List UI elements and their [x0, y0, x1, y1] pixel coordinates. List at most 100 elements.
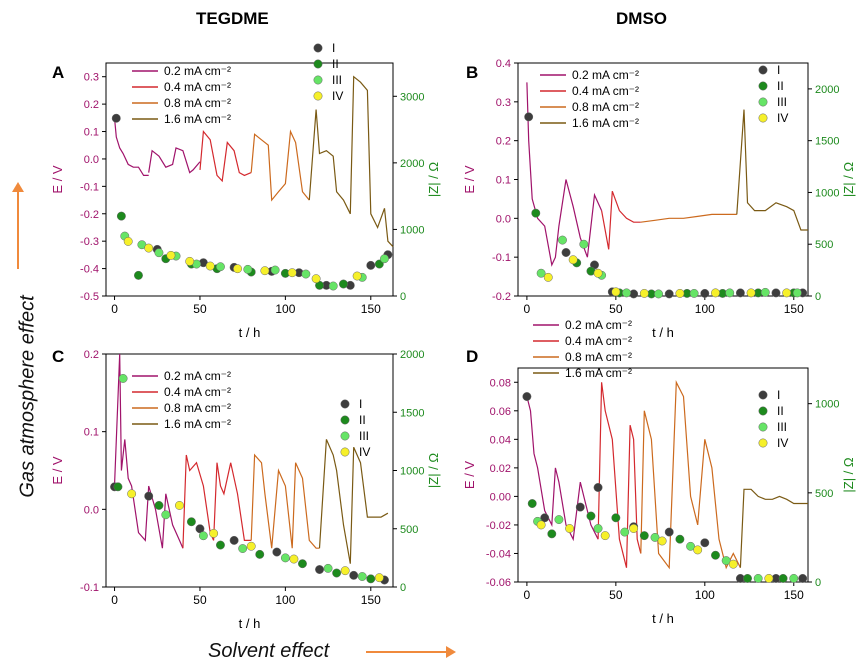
x-tick-label: 50: [609, 588, 623, 602]
impedance-point-III: [620, 527, 630, 537]
legend-line-label: 0.8 mA cm⁻²: [572, 100, 639, 114]
y-tick-label: 0.0: [84, 154, 99, 166]
y-axis-label: E / V: [50, 456, 65, 485]
x-tick-label: 0: [524, 588, 531, 602]
x-tick-label: 150: [784, 302, 804, 316]
solvent-effect-arrow-head-icon: [446, 646, 456, 658]
impedance-point-II: [186, 517, 196, 527]
impedance-point-I: [664, 289, 674, 299]
impedance-point-II: [332, 568, 342, 578]
impedance-point-II: [339, 279, 348, 289]
y-tick-label: -0.4: [80, 264, 99, 276]
impedance-point-III: [270, 265, 280, 275]
impedance-point-III: [216, 262, 225, 272]
x-tick-label: 100: [695, 302, 715, 316]
impedance-point-II: [639, 531, 649, 541]
impedance-point-II: [154, 501, 164, 510]
impedance-point-I: [700, 538, 710, 548]
potential-series-3: [739, 488, 808, 568]
impedance-point-I: [366, 260, 376, 270]
y-tick-label: -0.04: [486, 548, 511, 560]
impedance-point-IV: [175, 501, 184, 510]
impedance-point-II: [255, 549, 265, 559]
legend-point-swatch: [758, 390, 768, 400]
impedance-point-IV: [611, 287, 621, 297]
impedance-point-I: [575, 502, 585, 512]
y2-tick-label: 2000: [400, 349, 424, 361]
y-axis-label: E / V: [50, 165, 65, 194]
legend-point-swatch: [313, 91, 323, 101]
legend-point-swatch: [758, 438, 768, 448]
impedance-point-IV: [352, 271, 362, 281]
impedance-point-I: [229, 535, 239, 545]
impedance-point-II: [527, 499, 537, 508]
impedance-point-I: [664, 527, 674, 537]
y-tick-label: 0.00: [490, 491, 511, 503]
y2-tick-label: 0: [400, 582, 406, 594]
impedance-point-III: [622, 288, 631, 298]
impedance-point-IV: [340, 566, 350, 576]
y-tick-label: -0.1: [80, 181, 99, 193]
y2-tick-label: 1000: [400, 466, 424, 478]
legend-point-swatch: [758, 113, 768, 123]
impedance-point-II: [778, 573, 788, 583]
impedance-point-IV: [728, 559, 738, 569]
panel-letter-d: D: [466, 347, 478, 366]
y2-tick-label: 1500: [400, 407, 424, 419]
impedance-point-II: [586, 511, 596, 521]
legend-point-label: III: [332, 73, 342, 87]
impedance-point-IV: [287, 268, 297, 278]
y2-tick-label: 1000: [400, 224, 424, 236]
legend-point-swatch: [758, 406, 768, 416]
impedance-point-III: [686, 541, 696, 551]
legend-line-label: 0.8 mA cm⁻²: [164, 96, 231, 110]
legend-point-label: III: [777, 95, 787, 109]
panel-letter-a: A: [52, 63, 64, 82]
impedance-point-III: [760, 287, 770, 297]
x-tick-label: 100: [695, 588, 715, 602]
impedance-point-I: [771, 288, 781, 298]
gas-atmosphere-arrow-icon: [17, 187, 19, 269]
legend-point-label: I: [777, 63, 780, 77]
y-axis-label: E / V: [462, 461, 477, 490]
legend-point-label: IV: [332, 89, 343, 103]
impedance-point-III: [238, 544, 248, 554]
impedance-point-I: [735, 288, 745, 298]
y2-tick-label: 2000: [400, 158, 424, 170]
impedance-point-IV: [693, 545, 703, 555]
impedance-point-IV: [746, 288, 756, 298]
impedance-point-II: [547, 529, 557, 539]
potential-series-0: [113, 117, 149, 176]
legend-point-label: II: [777, 79, 784, 93]
x-tick-label: 150: [361, 593, 381, 607]
y-tick-label: 0.02: [490, 463, 511, 475]
panel-d: D 0 50 100 150 t / h -0.06 -0.04 -0.02 0.00 0.02 0.…: [462, 318, 856, 626]
impedance-point-III: [792, 288, 802, 298]
potential-series-4: [308, 75, 394, 248]
impedance-point-IV: [639, 288, 649, 298]
impedance-point-IV: [536, 520, 546, 530]
impedance-point-III: [154, 248, 164, 258]
impedance-point-III: [198, 531, 208, 541]
y-tick-label: 0.3: [496, 97, 511, 109]
y-tick-label: -0.2: [80, 209, 99, 221]
impedance-point-I: [798, 573, 808, 583]
impedance-point-IV: [675, 288, 685, 298]
y-tick-label: 0.2: [496, 136, 511, 148]
column-title-dmso: DMSO: [616, 9, 667, 28]
legend-point-label: I: [777, 388, 780, 402]
panel-b: B 0 50 100 150 t / h -0.2 -0.1 0.0 0.1 0.2 0.3 0.4 E …: [462, 58, 856, 340]
impedance-point-II: [675, 534, 685, 544]
y2-tick-label: 3000: [400, 91, 424, 103]
y2-tick-label: 1500: [815, 136, 839, 148]
panel-c: C 0 50 100 150 t / h -0.1 0.0 0.1 0.2 E / V 0 500 100…: [50, 347, 441, 631]
x-tick-label: 100: [275, 302, 295, 316]
legend-point-label: IV: [359, 445, 370, 459]
gas-atmosphere-effect-label: Gas atmosphere effect: [16, 295, 39, 498]
impedance-point-III: [243, 264, 253, 274]
impedance-point-I: [524, 112, 534, 122]
x-axis-label: t / h: [652, 611, 674, 626]
impedance-point-IV: [205, 261, 215, 271]
legend-point-label: I: [332, 41, 335, 55]
